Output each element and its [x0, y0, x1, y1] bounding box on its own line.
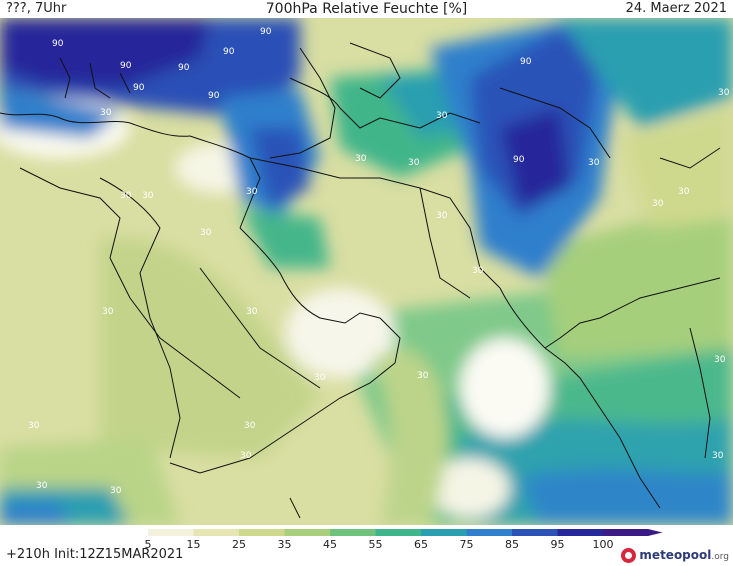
contour-label: 30 [36, 481, 48, 491]
scale-label: 45 [323, 538, 337, 549]
contour-label: 30 [436, 111, 448, 121]
contour-label: 30 [142, 191, 154, 201]
contour-label: 30 [240, 451, 252, 461]
contour-label: 90 [223, 47, 235, 57]
contour-label: 30 [246, 187, 258, 197]
scale-swatch [421, 529, 467, 536]
coastlines-and-borders [0, 42, 721, 519]
color-scale-svg: 5 15 25 35 45 55 65 75 85 95 100 [125, 529, 663, 551]
scale-label: 15 [187, 538, 201, 549]
scale-label: 35 [278, 538, 292, 549]
contour-label: 90 [52, 39, 64, 49]
contour-label: 90 [513, 155, 525, 165]
scale-swatch [466, 529, 512, 536]
scale-label: 95 [551, 538, 565, 549]
scale-swatch [148, 529, 194, 536]
scale-label: 65 [414, 538, 428, 549]
meteopool-logo: meteopool.org [621, 544, 729, 566]
contour-label: 30 [28, 421, 40, 431]
scale-label: 25 [232, 538, 246, 549]
contour-label: 30 [100, 108, 112, 118]
contour-label: 90 [260, 27, 272, 37]
logo-text: meteopool.org [639, 548, 729, 562]
scale-swatch [193, 529, 239, 536]
contour-label: 90 [133, 83, 145, 93]
contour-label: 30 [355, 154, 367, 164]
contour-label: 90 [178, 63, 190, 73]
scale-swatch [375, 529, 421, 536]
contour-label: 30 [436, 211, 448, 221]
contour-label: 30 [200, 228, 212, 238]
contour-label: 90 [208, 91, 220, 101]
forecast-date: 24. Maerz 2021 [625, 1, 727, 16]
scale-swatch [603, 529, 649, 536]
contour-label: 30 [652, 199, 664, 209]
contour-label: 30 [120, 191, 132, 201]
contour-label: 30 [417, 371, 429, 381]
contour-label: 30 [714, 355, 726, 365]
contour-labels: 90 90 90 90 90 90 90 90 90 30 30 30 30 3… [28, 27, 730, 496]
scale-arrow [648, 529, 663, 536]
scale-label: 75 [460, 538, 474, 549]
scale-swatch [512, 529, 558, 536]
contour-label: 90 [520, 57, 532, 67]
contour-label: 30 [678, 187, 690, 197]
color-scale: 5 15 25 35 45 55 65 75 85 95 100 [0, 527, 733, 566]
contour-label: 30 [246, 307, 258, 317]
contour-label: 30 [244, 421, 256, 431]
contour-label: 30 [408, 158, 420, 168]
scale-swatch [125, 529, 148, 536]
scale-swatch [557, 529, 603, 536]
scale-label: 5 [145, 538, 152, 549]
forecast-time-label: ???, 7Uhr [6, 1, 67, 16]
init-time-label: +210h Init:12Z15MAR2021 [6, 547, 184, 562]
contour-label: 30 [314, 373, 326, 383]
contour-label: 30 [110, 486, 122, 496]
meteopool-logo-icon [621, 547, 637, 563]
scale-swatch [330, 529, 376, 536]
humidity-map: 90 90 90 90 90 90 90 90 90 30 30 30 30 3… [0, 18, 733, 525]
contour-label: 90 [120, 61, 132, 71]
contour-label: 30 [102, 307, 114, 317]
scale-label: 85 [505, 538, 519, 549]
scale-swatch [284, 529, 330, 536]
map-title: 700hPa Relative Feuchte [%] [265, 1, 468, 17]
scale-label: 100 [593, 538, 614, 549]
scale-label: 55 [369, 538, 383, 549]
contour-label: 30 [472, 266, 484, 276]
humidity-map-svg: 90 90 90 90 90 90 90 90 90 30 30 30 30 3… [0, 18, 733, 525]
scale-swatch [239, 529, 285, 536]
contour-label: 30 [712, 451, 724, 461]
contour-label: 30 [588, 158, 600, 168]
contour-label: 30 [718, 88, 730, 98]
humidity-field [0, 18, 733, 525]
